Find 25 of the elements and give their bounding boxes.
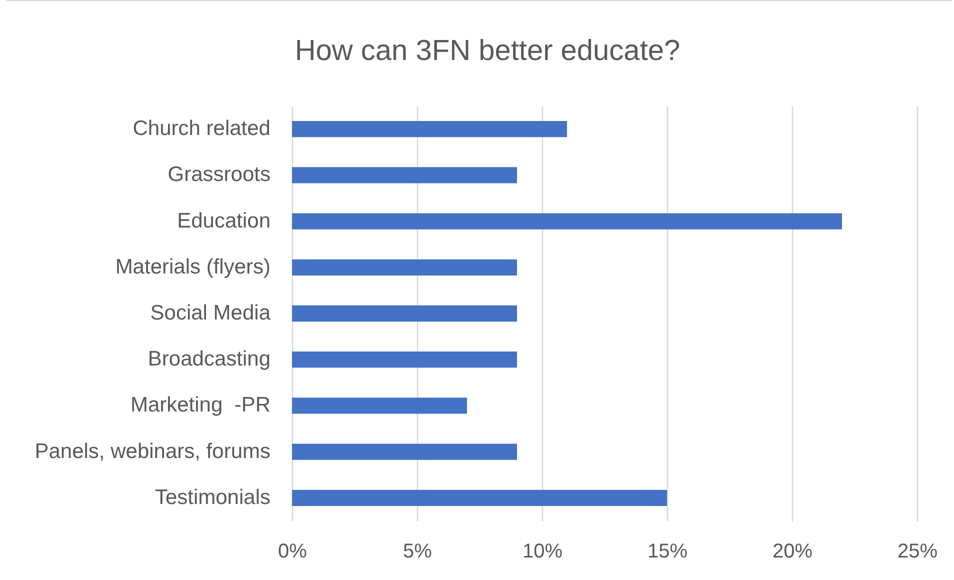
x-tick-label: 0% <box>278 540 308 562</box>
bar <box>292 352 517 368</box>
x-tick-label: 15% <box>647 540 688 562</box>
bar <box>292 120 567 138</box>
x-tick-label: 5% <box>403 540 432 562</box>
bar <box>292 259 517 276</box>
bar <box>292 444 517 460</box>
y-tick-label: Panels, webinars, forums <box>34 440 270 463</box>
y-tick-label: Church related <box>132 117 270 140</box>
bar <box>292 398 467 414</box>
bar <box>292 490 667 506</box>
bar <box>292 213 842 230</box>
y-tick-label: Broadcasting <box>148 348 270 371</box>
y-tick-label: Materials (flyers) <box>115 255 270 278</box>
bar <box>292 167 517 184</box>
y-tick-label: Social Media <box>150 302 271 324</box>
x-tick-label: 10% <box>522 540 563 562</box>
y-tick-label: Grassroots <box>168 163 270 186</box>
x-tick-label: 20% <box>772 540 813 562</box>
bar <box>292 305 517 322</box>
x-tick-label: 25% <box>897 540 938 562</box>
y-tick-label: Education <box>177 209 270 232</box>
chart-title: How can 3FN better educate? <box>294 35 680 67</box>
y-tick-label: Testimonials <box>154 486 270 509</box>
y-tick-label: Marketing -PR <box>130 394 270 417</box>
